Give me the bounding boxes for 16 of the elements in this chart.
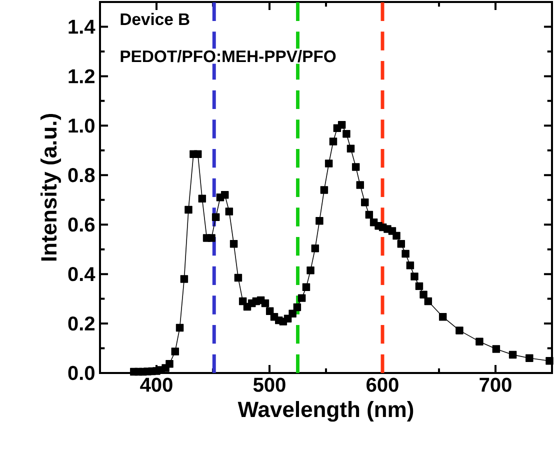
y-tick-label: 0.6 [68,218,95,232]
x-tick-label: 700 [480,378,512,392]
x-tick-label: 400 [140,378,172,392]
y-tick-label: 1.2 [68,69,94,84]
y-tick-label: 1.4 [68,20,96,34]
annotation: Device B [120,12,190,26]
y-tick-label: 0.2 [68,316,94,331]
annotation: PEDOT/PFO:MEH-PPV/PFO [120,50,336,62]
x-axis-title: Wavelength (nm) [238,401,414,422]
x-tick-label: 500 [253,378,286,392]
x-tick-label: 600 [366,378,398,392]
y-axis-title: Intensity (a.u.) [40,114,61,261]
y-tick-label: 0.4 [68,266,96,282]
y-tick-label: 1.0 [68,118,94,133]
y-tick-label: 0.0 [68,366,94,380]
y-tick-label: 0.8 [68,168,95,182]
